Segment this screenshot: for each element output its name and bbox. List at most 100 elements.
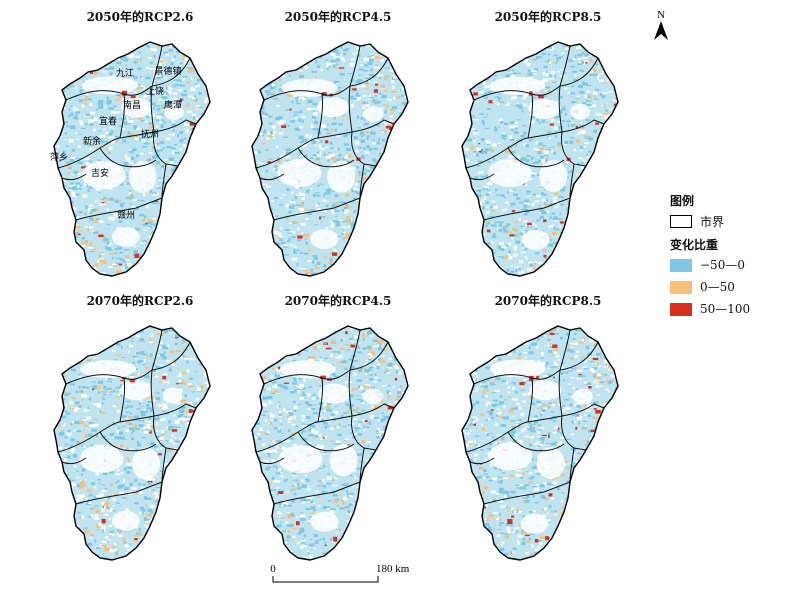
city-label: 鹰潭 [164,99,182,111]
raster-cell [569,137,575,139]
raster-cell [405,132,408,134]
raster-cell [502,226,506,231]
raster-cell [403,116,407,120]
raster-cell [76,49,78,53]
raster-cell [324,128,328,131]
raster-cell [175,535,178,538]
raster-cell [54,376,58,379]
raster-cell [171,271,176,275]
raster-cell [601,82,605,84]
raster-cell [512,125,518,129]
raster-cell [115,110,120,114]
raster-cell [130,193,133,196]
raster-cell [491,235,497,239]
raster-cell [383,167,388,171]
raster-cell [492,143,497,147]
raster-cell [390,209,394,212]
raster-cell [362,101,366,105]
raster-cell [405,65,408,68]
raster-cell [105,501,110,505]
raster-cell [377,195,382,198]
raster-cell [587,178,590,180]
raster-cell [262,237,266,241]
raster-cell [508,43,511,47]
raster-cell [125,157,131,161]
raster-cell [302,143,307,147]
raster-cell [598,55,601,57]
raster-cell [198,262,201,266]
raster-cell [494,128,498,132]
raster-cell [140,241,143,244]
raster-cell [65,161,71,164]
province-outline [461,41,619,277]
raster-cell [99,258,104,260]
raster-cell [165,541,169,544]
raster-cell [524,60,528,64]
raster-cell [406,63,408,67]
raster-cell [373,235,376,239]
raster-cell [582,57,588,59]
raster-cell [550,92,552,95]
raster-cell [289,46,293,50]
raster-cell [95,547,101,550]
raster-cell [583,173,590,176]
raster-cell [161,381,168,383]
raster-cell [411,225,414,228]
raster-cell [189,235,194,237]
raster-cell [558,268,561,271]
raster-cell [122,58,129,62]
raster-cell [369,203,372,206]
map-panel-2050-rcp26: 2050年的RCP2.6 九江 景德镇 上饶 南昌 鹰潭 宜春 新余 抚州 萍乡 吉安 赣州 [40,8,240,293]
raster-cell [489,49,492,53]
raster-cell [90,443,93,447]
raster-cell [84,212,87,215]
raster-cell [510,204,516,206]
raster-cell [165,478,171,481]
raster-cell [202,175,208,178]
raster-cell [621,63,623,66]
raster-cell [620,196,622,199]
raster-cell [185,556,190,560]
raster-cell [58,159,62,162]
raster-cell [338,67,345,69]
raster-cell [86,359,91,362]
raster-cell [556,277,561,279]
raster-cell [66,76,70,78]
raster-cell [128,216,132,219]
raster-cell [349,62,355,67]
raster-cell [273,278,276,280]
raster-cell [155,422,158,426]
raster-cell [67,429,71,433]
raster-cell [462,57,465,59]
raster-cell [318,46,323,48]
raster-cell [209,49,210,52]
raster-cell [364,207,367,210]
raster-cell [54,256,59,260]
raster-cell [63,202,67,204]
raster-cell [190,447,193,450]
raster-cell [468,205,472,209]
raster-cell [112,279,116,283]
raster-cell [214,254,216,257]
raster-cell [186,110,193,113]
raster-cell [551,146,555,148]
raster-cell [157,531,160,535]
raster-cell [179,130,184,134]
raster-cell [56,145,60,148]
raster-cell [326,123,329,126]
raster-cell [577,162,580,166]
raster-cell [196,154,200,157]
raster-cell [204,455,209,458]
raster-cell [393,236,397,240]
raster-cell [183,54,186,58]
raster-cell [544,90,548,92]
raster-cell [63,375,67,379]
raster-cell [584,217,588,220]
raster-cell [592,276,595,278]
raster-cell [54,105,56,109]
raster-cell [101,531,104,534]
raster-cell [184,558,186,560]
raster-cell [174,268,179,270]
raster-cell [60,222,66,225]
raster-cell [372,142,376,145]
